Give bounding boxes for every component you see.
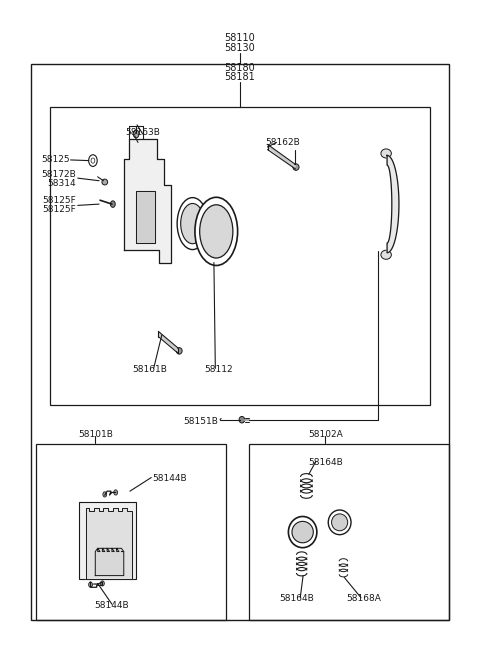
Text: 58163B: 58163B: [125, 128, 160, 137]
Text: 58125F: 58125F: [43, 196, 76, 206]
Polygon shape: [96, 548, 124, 576]
Text: 58151B: 58151B: [184, 417, 219, 426]
Ellipse shape: [328, 510, 351, 534]
Text: 58164B: 58164B: [308, 458, 343, 467]
Text: 58314: 58314: [48, 179, 76, 188]
Text: 58102A: 58102A: [308, 430, 343, 439]
Bar: [31, 64, 449, 620]
Ellipse shape: [200, 205, 233, 258]
Ellipse shape: [288, 517, 317, 548]
Ellipse shape: [177, 198, 208, 250]
Circle shape: [89, 155, 97, 166]
Bar: [79, 502, 136, 580]
Ellipse shape: [177, 348, 182, 354]
Circle shape: [89, 582, 93, 588]
Text: 58125F: 58125F: [43, 206, 76, 214]
Text: 58181: 58181: [225, 72, 255, 82]
Ellipse shape: [381, 250, 391, 259]
Ellipse shape: [292, 521, 313, 543]
Circle shape: [91, 158, 95, 163]
Text: 58180: 58180: [225, 63, 255, 73]
Circle shape: [103, 492, 107, 497]
Bar: [50, 107, 430, 405]
Circle shape: [114, 490, 118, 495]
Text: 58168A: 58168A: [346, 595, 381, 603]
Text: 58161B: 58161B: [132, 365, 168, 374]
Text: 58164B: 58164B: [279, 595, 314, 603]
Text: 58162B: 58162B: [265, 138, 300, 147]
Ellipse shape: [180, 204, 204, 244]
Text: 58144B: 58144B: [152, 474, 187, 483]
Ellipse shape: [293, 164, 299, 170]
Circle shape: [133, 130, 139, 138]
Polygon shape: [86, 508, 132, 580]
Polygon shape: [387, 155, 399, 253]
Text: 58110: 58110: [225, 33, 255, 43]
Ellipse shape: [102, 179, 108, 185]
Polygon shape: [136, 191, 155, 243]
Text: 58172B: 58172B: [42, 170, 76, 179]
Text: 58130: 58130: [225, 43, 255, 53]
Circle shape: [100, 581, 104, 586]
Text: 58101B: 58101B: [78, 430, 113, 439]
Polygon shape: [124, 139, 171, 263]
Ellipse shape: [332, 514, 348, 531]
Ellipse shape: [195, 197, 238, 265]
Bar: [36, 444, 226, 620]
Ellipse shape: [381, 149, 391, 158]
Text: 58112: 58112: [204, 365, 233, 374]
Text: 58144B: 58144B: [95, 601, 129, 610]
Bar: [250, 444, 449, 620]
Ellipse shape: [239, 417, 245, 423]
Ellipse shape: [110, 201, 115, 208]
Text: 58125: 58125: [42, 155, 70, 164]
